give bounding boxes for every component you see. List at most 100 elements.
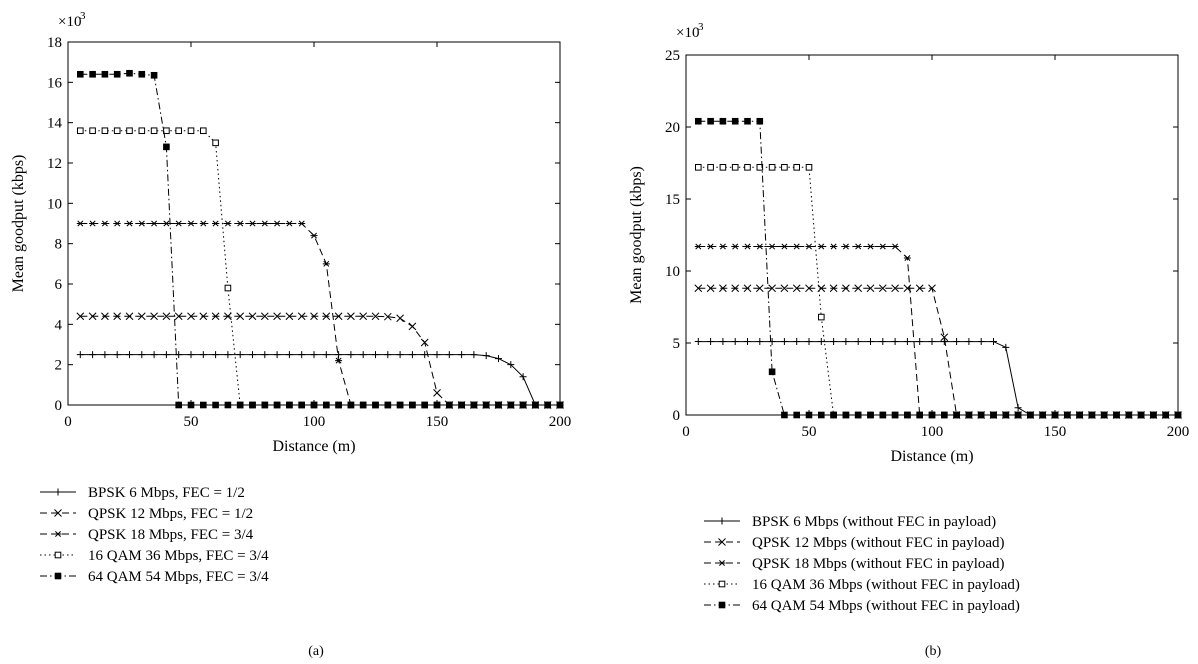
data-point <box>224 351 232 359</box>
data-point <box>236 401 244 409</box>
data-point <box>285 351 293 359</box>
data-point <box>990 338 997 346</box>
data-point <box>928 338 936 346</box>
x-tick-label: 50 <box>802 424 817 440</box>
data-point <box>756 164 764 171</box>
data-point <box>695 164 702 171</box>
data-point <box>408 351 416 359</box>
data-point <box>113 312 122 321</box>
y-tick-label: 6 <box>55 277 63 293</box>
data-point <box>903 255 911 262</box>
data-point <box>150 127 158 135</box>
y-tick-label: 20 <box>665 120 680 136</box>
data-point <box>556 401 564 409</box>
data-point <box>842 411 850 419</box>
x-tick-label: 0 <box>682 424 690 440</box>
data-point <box>792 284 801 293</box>
data-point <box>780 338 788 346</box>
y-tick-label: 0 <box>55 398 63 414</box>
legend-entry: QPSK 18 Mbps (without FEC in payload) <box>704 556 1005 572</box>
data-point <box>854 338 862 346</box>
data-point <box>322 351 330 359</box>
data-point <box>125 312 134 321</box>
data-point <box>694 338 702 346</box>
data-point <box>175 127 182 135</box>
y-tick-label: 12 <box>47 156 62 172</box>
series-line <box>80 354 560 406</box>
data-point <box>744 338 751 346</box>
data-point <box>162 351 170 359</box>
data-point <box>126 351 133 359</box>
data-point <box>347 401 355 409</box>
data-point <box>420 338 429 347</box>
legend-marker <box>54 531 62 537</box>
data-point <box>101 127 109 135</box>
data-point <box>458 351 466 359</box>
legend-entry: BPSK 6 Mbps, FEC = 1/2 <box>40 485 245 501</box>
data-point <box>163 143 170 151</box>
data-point <box>830 243 838 250</box>
data-point <box>830 338 838 346</box>
data-point <box>719 284 727 293</box>
data-point <box>347 312 355 321</box>
data-point <box>805 338 813 346</box>
data-point <box>507 361 515 369</box>
legend-label: QPSK 18 Mbps (without FEC in payload) <box>752 556 1005 572</box>
data-point <box>77 70 84 78</box>
legend-entry: 16 QAM 36 Mbps (without FEC in payload) <box>704 577 1020 593</box>
data-point <box>384 351 392 359</box>
data-point <box>298 351 306 359</box>
data-point <box>261 401 269 409</box>
series-line <box>698 287 1178 416</box>
data-point <box>187 127 195 135</box>
data-point <box>965 338 973 346</box>
data-point <box>768 243 776 250</box>
data-point <box>707 164 714 171</box>
data-point <box>408 322 417 331</box>
legend-label: BPSK 6 Mbps, FEC = 1/2 <box>88 485 245 501</box>
data-point <box>433 351 441 359</box>
y-tick-label: 5 <box>673 336 681 352</box>
data-point <box>150 71 158 79</box>
data-point <box>372 351 379 359</box>
data-point <box>1100 411 1108 419</box>
legend-entry: 64 QAM 54 Mbps, FEC = 3/4 <box>40 569 269 585</box>
data-point <box>199 312 208 321</box>
data-point <box>805 411 813 419</box>
data-point <box>866 284 875 293</box>
data-point <box>482 401 490 409</box>
data-point <box>212 401 219 409</box>
data-point <box>470 401 478 409</box>
data-point <box>1174 411 1182 419</box>
legend-marker <box>54 509 62 517</box>
data-point <box>805 284 813 293</box>
legend-entry: QPSK 18 Mbps, FEC = 3/4 <box>40 527 254 543</box>
data-point <box>878 284 887 293</box>
y-multiplier-exponent: 3 <box>80 10 86 22</box>
data-point <box>532 401 539 409</box>
data-point <box>817 243 825 250</box>
data-point <box>891 338 899 346</box>
data-point <box>731 243 739 250</box>
data-point <box>744 164 751 171</box>
data-point <box>781 411 788 419</box>
series-2 <box>76 312 564 409</box>
data-point <box>842 284 850 293</box>
data-point <box>1064 411 1071 419</box>
data-point <box>101 220 109 227</box>
data-point <box>1002 343 1010 351</box>
data-point <box>187 312 195 321</box>
data-point <box>322 260 330 267</box>
data-point <box>731 117 739 125</box>
series-5 <box>77 69 564 409</box>
data-point <box>409 401 416 409</box>
legend-label: 64 QAM 54 Mbps (without FEC in payload) <box>752 598 1020 614</box>
x-axis-label: Distance (m) <box>890 448 973 465</box>
legend-label: QPSK 12 Mbps, FEC = 1/2 <box>88 506 253 522</box>
data-point <box>224 220 232 227</box>
data-point <box>793 164 801 171</box>
series-5 <box>695 117 1182 419</box>
data-point <box>236 312 245 321</box>
data-point <box>236 220 244 227</box>
data-point <box>433 389 441 397</box>
